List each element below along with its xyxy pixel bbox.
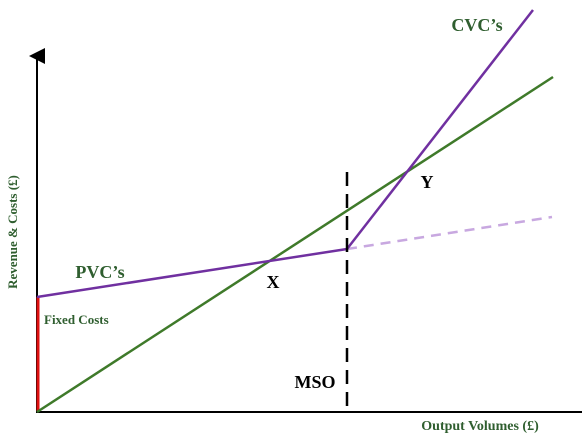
x-axis-label: Output Volumes (£) — [421, 419, 539, 434]
cvc-line — [346, 9, 534, 250]
pvc-line — [36, 247, 348, 299]
revenue-line — [36, 75, 554, 414]
fixed-costs-label: Fixed Costs — [44, 312, 109, 327]
point-y-label: Y — [421, 172, 434, 192]
y-axis-label: Revenue & Costs (£) — [5, 175, 20, 289]
pvc-label: PVC’s — [75, 262, 124, 282]
point-x-label: X — [267, 272, 280, 292]
mso-label: MSO — [294, 372, 335, 392]
pvc-extension — [346, 215, 553, 251]
cvc-label: CVC’s — [451, 15, 502, 35]
